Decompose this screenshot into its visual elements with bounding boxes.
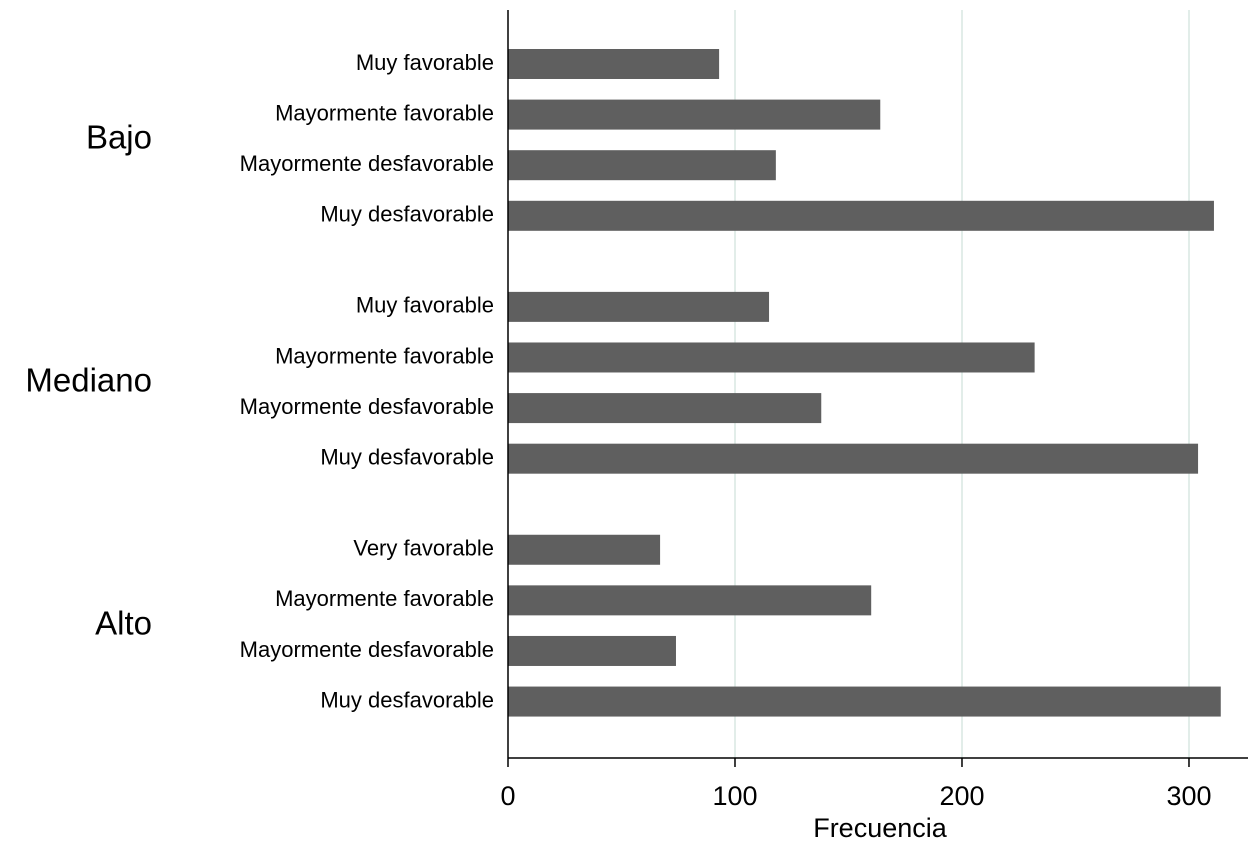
category-label: Muy desfavorable: [320, 444, 494, 469]
category-label: Mayormente favorable: [275, 586, 494, 611]
category-label: Mayormente desfavorable: [240, 394, 494, 419]
x-tick-label: 100: [712, 781, 757, 811]
x-tick-label: 300: [1166, 781, 1211, 811]
bar: [508, 49, 720, 79]
category-label: Muy favorable: [356, 293, 494, 318]
x-tick-label: 0: [500, 781, 515, 811]
bar: [508, 342, 1035, 373]
bar: [508, 635, 676, 666]
x-axis-label: Frecuencia: [813, 813, 948, 843]
group-label: Alto: [95, 604, 152, 641]
bar: [508, 585, 872, 616]
bar: [508, 443, 1199, 474]
group-label: Bajo: [86, 119, 152, 156]
category-label: Very favorable: [353, 536, 494, 561]
category-label: Muy favorable: [356, 50, 494, 75]
bar: [508, 393, 822, 424]
category-label: Mayormente desfavorable: [240, 637, 494, 662]
bar: [508, 534, 661, 565]
group-label: Mediano: [25, 361, 152, 398]
bar: [508, 99, 881, 130]
category-label: Muy desfavorable: [320, 687, 494, 712]
x-tick-label: 200: [939, 781, 984, 811]
category-label: Mayormente favorable: [275, 100, 494, 125]
category-label: Muy desfavorable: [320, 202, 494, 227]
category-label: Mayormente desfavorable: [240, 151, 494, 176]
bar: [508, 291, 770, 322]
bar: [508, 200, 1214, 231]
bar: [508, 150, 776, 181]
bar: [508, 686, 1221, 717]
category-label: Mayormente favorable: [275, 343, 494, 368]
